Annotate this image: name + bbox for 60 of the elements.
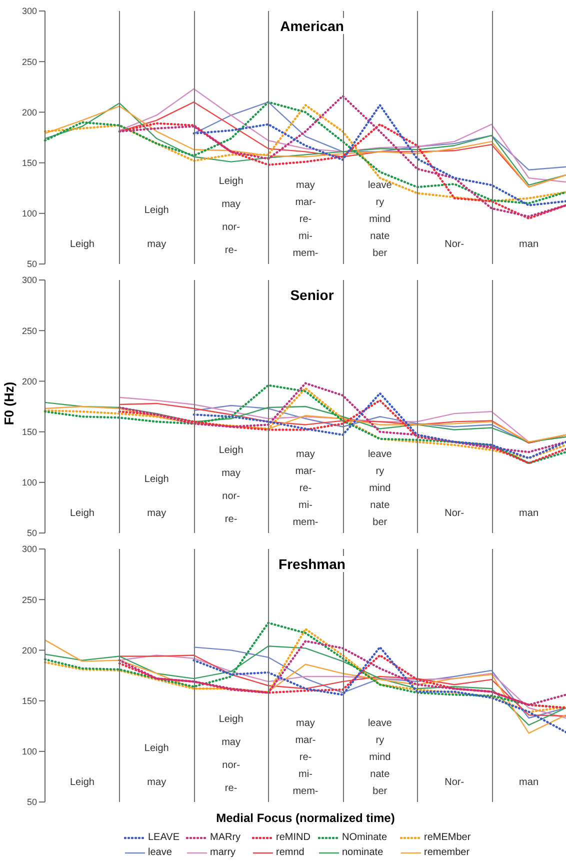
y-tick-label: 200 [22, 107, 37, 118]
annotation: Leigh [70, 776, 94, 790]
y-tick-label: 150 [22, 158, 37, 168]
text: Leigh may [144, 743, 169, 788]
y-tick-label: 100 [22, 208, 37, 219]
y-tick-label: 300 [22, 6, 37, 16]
legend-label: LEAVE [148, 832, 180, 843]
annotation: man [519, 238, 538, 252]
text: Leigh may [144, 205, 169, 250]
annotation: leave ry mind nate ber [368, 179, 392, 261]
line-series [192, 646, 566, 734]
annotation: leave ry mind nate ber [368, 448, 392, 530]
y-axis-title: F0 (Hz) [2, 380, 16, 427]
annotation: Leigh [70, 238, 94, 252]
legend-label: reMEMber [424, 832, 471, 843]
x-axis-title: Medial Focus (normalized time) [215, 811, 396, 825]
y-tick-label: 50 [26, 259, 37, 270]
legend-label: leave [148, 847, 172, 858]
y-tick-label: 200 [22, 645, 37, 656]
text: Senior [288, 287, 336, 303]
legend-label: remnd [276, 847, 304, 858]
annotation: Nor- [444, 238, 464, 252]
line-series [193, 101, 566, 170]
text: Leigh may [144, 474, 169, 519]
annotation: man [519, 507, 538, 521]
annotation: Leigh [70, 507, 94, 521]
line-series [118, 640, 566, 706]
annotation: Nor- [444, 507, 464, 521]
annotation: may mar- re- mi- mem- [292, 448, 318, 530]
text: Leigh may nor- re- [218, 714, 244, 794]
y-tick-label: 150 [22, 426, 37, 437]
legend-label: NOminate [342, 832, 388, 843]
legend-label: marry [210, 847, 236, 858]
line-series [44, 639, 566, 734]
annotation: Nor- [444, 776, 464, 790]
y-tick-label: 150 [22, 696, 37, 706]
line-series [192, 392, 566, 460]
y-tick-label: 250 [22, 594, 37, 605]
annotation: man [519, 776, 538, 790]
text: American [278, 18, 346, 34]
y-tick-label: 200 [22, 376, 37, 386]
y-tick-label: 300 [22, 275, 37, 286]
y-tick-label: 100 [22, 478, 37, 488]
legend-label: reMIND [276, 832, 310, 843]
text: Leigh may nor- re- [218, 445, 244, 525]
y-tick-label: 50 [26, 797, 37, 808]
legend-label: nominate [342, 847, 384, 858]
y-tick-label: 300 [22, 544, 37, 554]
y-tick-label: 250 [22, 326, 37, 336]
legend-label: remember [424, 847, 470, 858]
annotation: leave ry mind nate ber [368, 717, 392, 799]
legend-label: MARry [210, 832, 241, 843]
text: Leigh may nor- re- [218, 176, 244, 256]
annotation: may mar- re- mi- mem- [292, 717, 318, 799]
y-tick-label: 50 [26, 528, 37, 538]
y-tick-label: 100 [22, 746, 37, 757]
text: Freshman [276, 556, 348, 572]
line-series [118, 399, 566, 464]
annotation: may mar- re- mi- mem- [292, 179, 318, 261]
y-tick-label: 250 [22, 56, 37, 67]
